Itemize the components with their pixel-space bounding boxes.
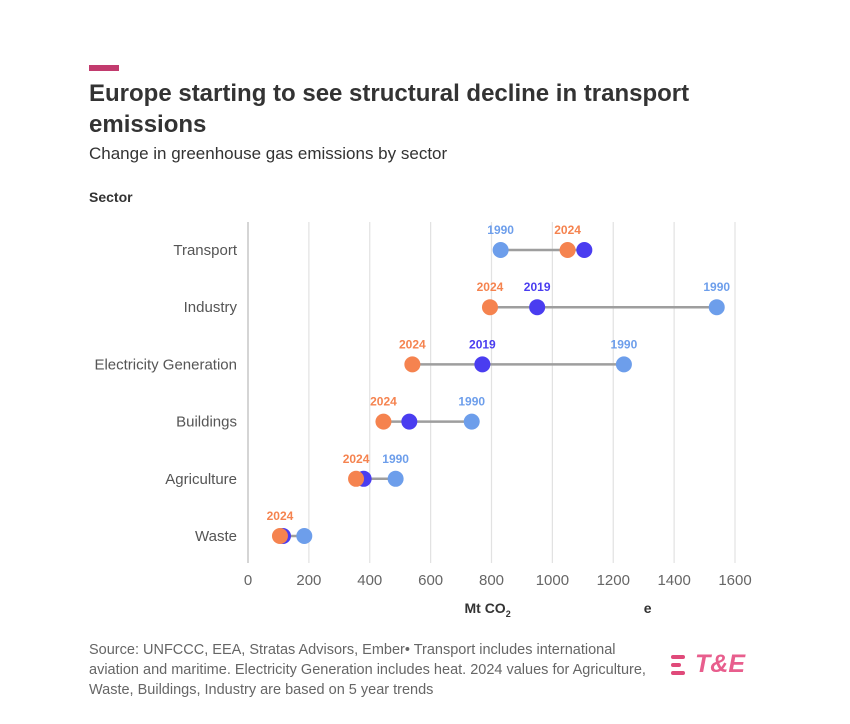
sector-row: Agriculture 2024 1990 [165,452,409,488]
point-label-1990: 1990 [611,337,638,351]
title-accent-bar [89,65,119,71]
point-label-2024: 2024 [554,223,581,237]
point-label-1990: 1990 [703,280,730,294]
sector-label: Agriculture [165,471,237,488]
dot-2019 [529,299,546,316]
sector-row: Electricity Generation 2024 2019 1990 [94,337,637,373]
dot-2019 [474,356,491,373]
point-label-2024: 2024 [267,509,294,523]
dot-1990 [387,470,404,487]
te-logo: T&E [671,650,745,679]
sector-row: Transport 1990 2024 [173,223,593,259]
dot-1990 [463,413,480,430]
dot-2024 [559,242,576,258]
sector-row: Waste 2024 [195,509,313,545]
dot-2019 [401,413,418,430]
x-tick-label: 0 [244,572,252,589]
point-label-2024: 2024 [343,452,370,466]
x-tick-label: 400 [357,572,382,589]
x-tick-label: 1200 [597,572,630,589]
sector-label: Buildings [176,414,237,431]
point-label-2024: 2024 [370,395,397,409]
dot-2019 [576,242,593,258]
gridlines [247,222,736,563]
sector-label: Waste [195,528,237,545]
point-label-2024: 2024 [399,337,426,351]
point-label-2019: 2019 [524,280,551,294]
chart-subtitle: Change in greenhouse gas emissions by se… [89,144,448,163]
sector-row: Industry 2024 2019 1990 [184,280,731,316]
sector-label: Industry [184,299,238,316]
dot-2024 [375,413,392,430]
x-tick-label: 1600 [718,572,751,589]
point-label-2024: 2024 [477,280,504,294]
dot-2024 [348,470,365,487]
x-axis-label: Mt CO2 e [464,600,652,619]
x-tick-label: 600 [418,572,443,589]
point-label-1990: 1990 [382,452,409,466]
dot-1990 [615,356,632,373]
point-label-1990: 1990 [487,223,514,237]
logo-text: T&E [695,650,745,678]
logo-stripes-icon [671,654,689,676]
x-tick-label: 800 [479,572,504,589]
point-label-2019: 2019 [469,337,496,351]
dot-1990 [492,242,509,258]
dot-2024 [404,356,421,373]
x-tick-label: 1000 [536,572,569,589]
dot-1990 [708,299,725,316]
x-tick-label: 200 [296,572,321,589]
source-note: Source: UNFCCC, EEA, Stratas Advisors, E… [89,642,646,698]
sector-label: Transport [173,242,237,259]
chart-title: Europe starting to see structural declin… [89,80,690,138]
x-axis-ticks: 0 200 400 600 800 1000 1200 1400 1600 [244,572,752,589]
dot-2024 [481,299,498,316]
y-axis-title: Sector [89,189,133,205]
sector-row: Buildings 2024 1990 [176,395,485,431]
x-tick-label: 1400 [657,572,690,589]
sector-label: Electricity Generation [94,356,237,373]
point-label-1990: 1990 [458,395,485,409]
dot-1990 [296,528,313,544]
dot-2024 [271,528,288,544]
